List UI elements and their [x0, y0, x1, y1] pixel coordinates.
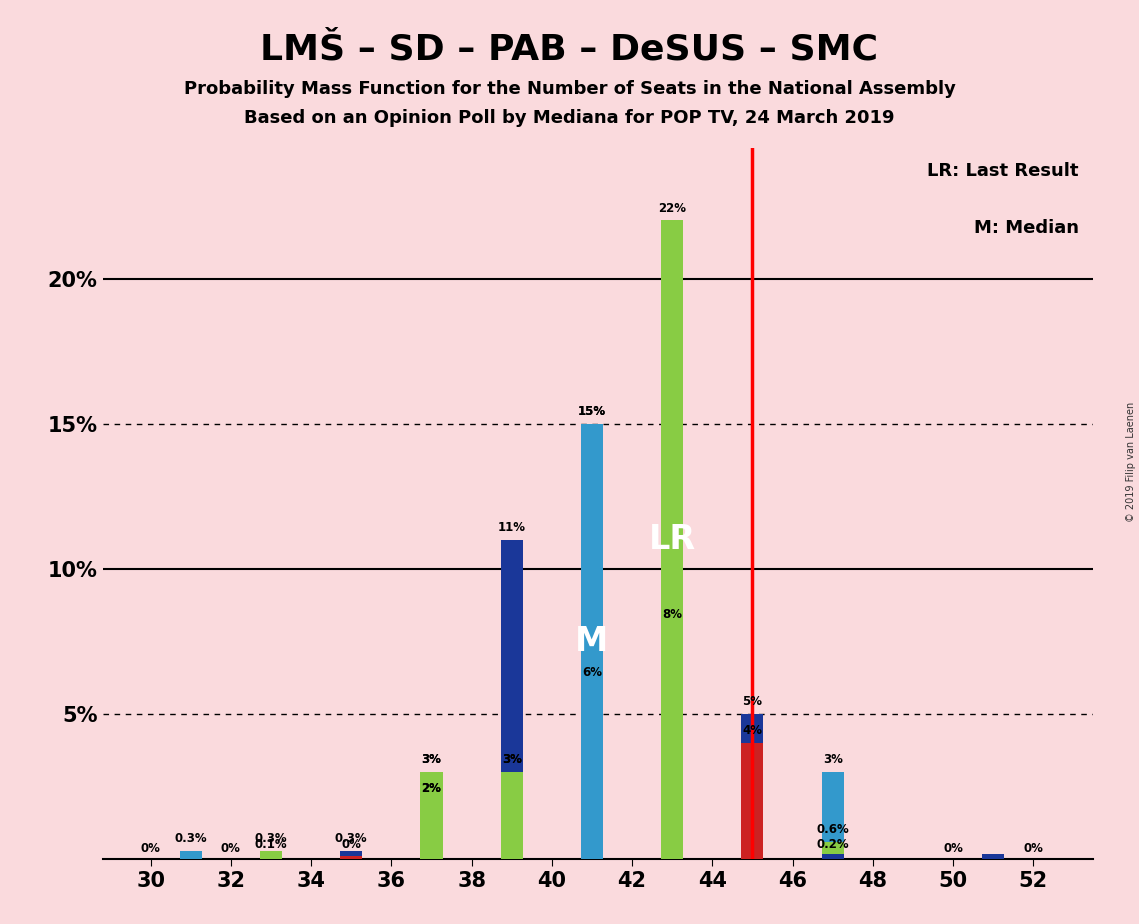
Bar: [581, 424, 603, 859]
Bar: [260, 857, 282, 859]
Bar: [501, 772, 523, 859]
Text: 0%: 0%: [1023, 842, 1043, 855]
Bar: [741, 743, 763, 859]
Bar: [341, 857, 362, 859]
Bar: [420, 772, 443, 859]
Bar: [581, 685, 603, 859]
Text: 2%: 2%: [421, 783, 442, 796]
Text: 3%: 3%: [502, 753, 522, 766]
Text: © 2019 Filip van Laenen: © 2019 Filip van Laenen: [1126, 402, 1136, 522]
Bar: [341, 851, 362, 859]
Text: 0%: 0%: [141, 842, 161, 855]
Text: 0%: 0%: [342, 838, 361, 851]
Text: M: M: [575, 625, 608, 658]
Text: 15%: 15%: [577, 405, 606, 418]
Text: 6%: 6%: [582, 666, 601, 679]
Bar: [982, 854, 1005, 859]
Bar: [420, 801, 443, 859]
Text: 0.3%: 0.3%: [174, 832, 207, 845]
Text: 8%: 8%: [662, 608, 682, 621]
Text: 11%: 11%: [498, 521, 526, 534]
Text: LMŠ – SD – PAB – DeSUS – SMC: LMŠ – SD – PAB – DeSUS – SMC: [261, 32, 878, 67]
Bar: [581, 424, 603, 859]
Text: 4%: 4%: [743, 724, 762, 737]
Bar: [661, 221, 683, 859]
Text: Probability Mass Function for the Number of Seats in the National Assembly: Probability Mass Function for the Number…: [183, 80, 956, 98]
Text: 0.6%: 0.6%: [817, 823, 849, 836]
Bar: [260, 851, 282, 859]
Bar: [420, 801, 443, 859]
Text: 0.2%: 0.2%: [817, 838, 849, 851]
Text: M: Median: M: Median: [974, 219, 1079, 237]
Text: 3%: 3%: [421, 753, 442, 766]
Text: 3%: 3%: [502, 753, 522, 766]
Text: 0%: 0%: [943, 842, 962, 855]
Text: LR: Last Result: LR: Last Result: [927, 162, 1079, 180]
Bar: [180, 851, 202, 859]
Bar: [420, 772, 443, 859]
Bar: [260, 857, 282, 859]
Bar: [501, 772, 523, 859]
Text: 3%: 3%: [822, 753, 843, 766]
Text: 0%: 0%: [221, 842, 240, 855]
Bar: [501, 540, 523, 859]
Text: 0.3%: 0.3%: [335, 832, 368, 845]
Bar: [821, 854, 844, 859]
Text: 3%: 3%: [421, 753, 442, 766]
Text: 22%: 22%: [658, 201, 686, 214]
Bar: [741, 714, 763, 859]
Text: 5%: 5%: [743, 696, 762, 709]
Text: 0.3%: 0.3%: [255, 832, 287, 845]
Bar: [661, 627, 683, 859]
Text: 2%: 2%: [421, 783, 442, 796]
Text: LR: LR: [648, 523, 696, 556]
Bar: [821, 842, 844, 859]
Text: Based on an Opinion Poll by Mediana for POP TV, 24 March 2019: Based on an Opinion Poll by Mediana for …: [244, 109, 895, 127]
Text: 15%: 15%: [577, 405, 606, 418]
Text: 0.1%: 0.1%: [255, 838, 287, 851]
Bar: [821, 772, 844, 859]
